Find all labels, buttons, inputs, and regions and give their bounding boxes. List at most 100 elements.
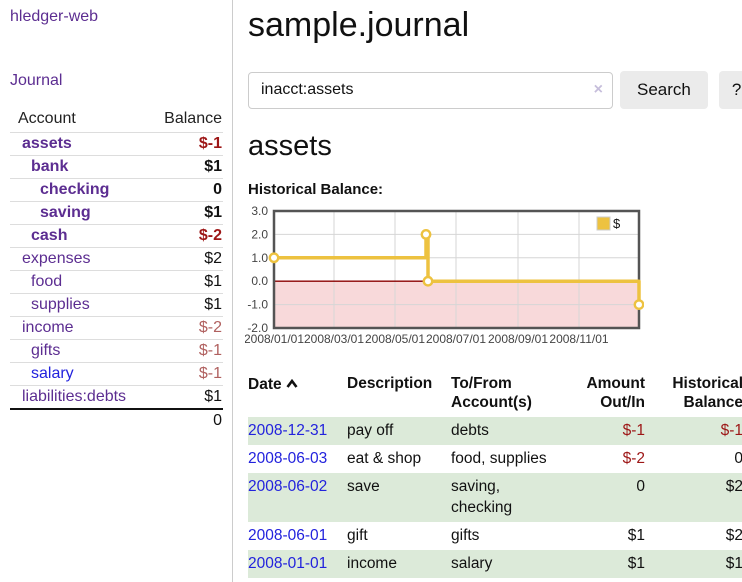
txn-amount: $-1 [622, 422, 645, 439]
account-link-assets[interactable]: assets [22, 135, 72, 152]
accounts-table: Account Balance assets $-1 bank $1 check… [10, 107, 223, 432]
txn-accounts: food, supplies [451, 450, 547, 467]
svg-text:1.0: 1.0 [251, 251, 268, 265]
search-button[interactable]: Search [620, 71, 708, 109]
account-link-income[interactable]: income [22, 319, 74, 336]
account-balance: $-1 [145, 132, 223, 156]
txn-date-link[interactable]: 2008-06-03 [248, 450, 328, 467]
account-row: food $1 [10, 270, 223, 294]
accounts-header-row: Account Balance [10, 107, 223, 133]
txn-balance: 0 [734, 450, 742, 467]
account-balance: $1 [145, 385, 223, 409]
svg-text:-2.0: -2.0 [247, 321, 268, 335]
txn-balance: $-1 [720, 422, 742, 439]
register-header-date: Date [248, 374, 347, 417]
account-balance: $1 [145, 293, 223, 317]
account-balance: $-2 [145, 316, 223, 340]
txn-amount: $-2 [622, 450, 645, 467]
help-button[interactable]: ? [718, 71, 742, 109]
chart-canvas: 2008/01/01 2008/03/01 2008/05/01 2008/07/01… [244, 204, 645, 346]
svg-text:2008/01/01: 2008/01/01 [245, 332, 304, 346]
register-row: 2008-06-02 save saving, checking 0 $2 [248, 473, 742, 522]
search-form: × Search ? [248, 71, 742, 109]
account-link-liabilities-debts[interactable]: liabilities:debts [22, 388, 127, 405]
txn-date-link[interactable]: 2008-12-31 [248, 422, 328, 439]
accounts-total: 0 [145, 408, 223, 432]
svg-text:2008/03/01: 2008/03/01 [304, 332, 364, 346]
txn-accounts: gifts [451, 527, 480, 544]
account-row: liabilities:debts $1 [10, 385, 223, 409]
account-row: saving $1 [10, 201, 223, 225]
account-row: assets $-1 [10, 132, 223, 156]
svg-text:2008/11/01: 2008/11/01 [549, 332, 608, 346]
register-header-row: Date Description To/From Account(s) Amou… [248, 374, 742, 417]
register-header-balance: Historical Balance [672, 375, 742, 411]
txn-amount: $1 [627, 555, 645, 572]
accounts-total-row: 0 [10, 408, 223, 432]
svg-text:3.0: 3.0 [251, 205, 268, 218]
account-link-food[interactable]: food [31, 273, 63, 290]
account-link-saving[interactable]: saving [40, 204, 91, 221]
account-balance: $1 [145, 155, 223, 179]
register-header-description: Description [347, 375, 433, 392]
date-header-label: Date [248, 376, 282, 393]
search-box: × [248, 71, 613, 109]
txn-description: save [347, 478, 380, 495]
chart-title: Historical Balance: [248, 181, 384, 198]
txn-accounts: salary [451, 555, 493, 572]
svg-text:-1.0: -1.0 [247, 298, 268, 312]
account-balance: $1 [145, 201, 223, 225]
register-header-amount: Amount Out/In [586, 375, 645, 411]
account-row: checking 0 [10, 178, 223, 202]
account-link-bank[interactable]: bank [31, 158, 69, 175]
historical-balance-chart: 2008/01/01 2008/03/01 2008/05/01 2008/07/01… [244, 204, 742, 358]
sort-ascending-icon [286, 374, 298, 393]
txn-date-link[interactable]: 2008-01-01 [248, 555, 328, 572]
account-link-gifts[interactable]: gifts [31, 342, 61, 359]
brand-link[interactable]: hledger-web [10, 8, 99, 25]
register-table: Date Description To/From Account(s) Amou… [248, 374, 742, 578]
svg-text:2.0: 2.0 [251, 227, 268, 241]
txn-description: income [347, 555, 397, 572]
clear-search-icon[interactable]: × [593, 80, 603, 98]
page-title: sample.journal [248, 6, 470, 44]
txn-date-link[interactable]: 2008-06-01 [248, 527, 328, 544]
account-heading: assets [248, 130, 332, 162]
txn-date-link[interactable]: 2008-06-02 [248, 478, 328, 495]
account-balance: $-2 [145, 224, 223, 248]
account-link-cash[interactable]: cash [31, 227, 68, 244]
account-row: salary $-1 [10, 362, 223, 386]
account-balance: $-1 [145, 362, 223, 386]
account-balance: $-1 [145, 339, 223, 363]
txn-balance: $2 [725, 527, 742, 544]
register-row: 2008-01-01 income salary $1 $1 [248, 550, 742, 578]
account-balance: 0 [145, 178, 223, 202]
account-row: cash $-2 [10, 224, 223, 248]
account-link-salary[interactable]: salary [31, 365, 74, 382]
account-row: income $-2 [10, 316, 223, 340]
account-row: supplies $1 [10, 293, 223, 317]
txn-balance: $2 [725, 478, 742, 495]
accounts-header-account: Account [18, 110, 76, 127]
txn-description: pay off [347, 422, 394, 439]
svg-text:2008/09/01: 2008/09/01 [488, 332, 548, 346]
register-row: 2008-12-31 pay off debts $-1 $-1 [248, 417, 742, 445]
account-balance: $1 [145, 270, 223, 294]
txn-balance: $1 [725, 555, 742, 572]
search-input[interactable] [248, 71, 613, 109]
register-header-accounts: To/From Account(s) [451, 375, 532, 411]
txn-accounts: debts [451, 422, 489, 439]
account-link-checking[interactable]: checking [40, 181, 110, 198]
svg-text:2008/05/01: 2008/05/01 [365, 332, 425, 346]
account-link-supplies[interactable]: supplies [31, 296, 90, 313]
sidebar-item-journal[interactable]: Journal [10, 72, 63, 89]
txn-amount: $1 [627, 527, 645, 544]
svg-text:$: $ [613, 216, 621, 231]
svg-text:2008/07/01: 2008/07/01 [426, 332, 486, 346]
account-row: expenses $2 [10, 247, 223, 271]
account-balance: $2 [145, 247, 223, 271]
txn-description: gift [347, 527, 368, 544]
account-link-expenses[interactable]: expenses [22, 250, 91, 267]
txn-amount: 0 [636, 478, 645, 495]
account-row: gifts $-1 [10, 339, 223, 363]
